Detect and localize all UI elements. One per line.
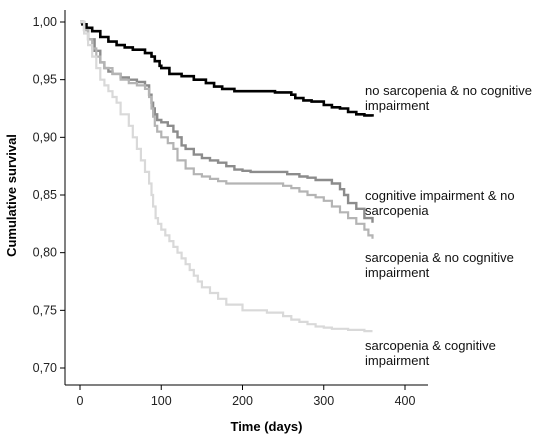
x-tick-label: 400 bbox=[395, 394, 416, 408]
y-tick-label: 0,70 bbox=[33, 361, 57, 375]
y-tick-label: 0,85 bbox=[33, 188, 57, 202]
series-label-2: cognitive impairment & no sarcopenia bbox=[365, 188, 515, 218]
series-label-line: impairment bbox=[365, 98, 430, 113]
x-tick-label: 200 bbox=[232, 394, 253, 408]
series-label-line: impairment bbox=[365, 353, 430, 368]
y-axis-title: Cumulative survival bbox=[4, 134, 19, 257]
series-label-3: sarcopenia & no cognitive impairment bbox=[365, 250, 514, 280]
series-label-line: sarcopenia & no cognitive bbox=[365, 250, 514, 265]
y-ticks: 0,70 0,75 0,80 0,85 0,90 0,95 1,00 bbox=[33, 15, 65, 375]
series-label-line: cognitive impairment & no bbox=[365, 188, 515, 203]
series-lines bbox=[80, 20, 374, 333]
x-tick-label: 0 bbox=[77, 394, 84, 408]
series-label-4: sarcopenia & cognitive impairment bbox=[365, 338, 496, 368]
axes bbox=[64, 10, 428, 386]
series-label-line: sarcopenia bbox=[365, 203, 429, 218]
series-line-4 bbox=[80, 20, 373, 333]
series-line-2 bbox=[80, 20, 374, 223]
x-axis-title: Time (days) bbox=[230, 419, 302, 434]
y-tick-label: 0,75 bbox=[33, 303, 57, 317]
y-tick-label: 1,00 bbox=[33, 15, 57, 29]
series-labels: no sarcopenia & no cognitive impairmentco… bbox=[365, 83, 532, 368]
series-line-1 bbox=[80, 20, 374, 117]
x-tick-label: 100 bbox=[151, 394, 172, 408]
y-tick-label: 0,80 bbox=[33, 246, 57, 260]
series-label-line: sarcopenia & cognitive bbox=[365, 338, 496, 353]
series-label-line: impairment bbox=[365, 265, 430, 280]
series-label-line: no sarcopenia & no cognitive bbox=[365, 83, 532, 98]
x-tick-label: 300 bbox=[313, 394, 334, 408]
series-label-1: no sarcopenia & no cognitive impairment bbox=[365, 83, 532, 113]
y-tick-label: 0,90 bbox=[33, 130, 57, 144]
x-ticks: 0 100 200 300 400 bbox=[77, 385, 416, 408]
series-line-3 bbox=[80, 20, 374, 239]
y-tick-label: 0,95 bbox=[33, 73, 57, 87]
